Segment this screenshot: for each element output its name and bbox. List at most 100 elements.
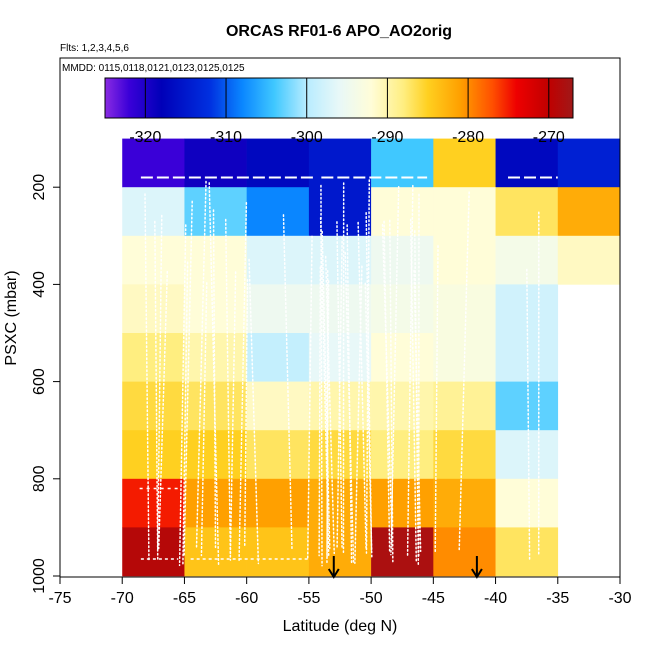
heatmap-cell	[433, 187, 496, 237]
flight-profile	[154, 220, 159, 561]
flight-profile	[178, 224, 187, 567]
x-tick-label: -75	[48, 590, 71, 607]
flight-profile	[381, 223, 394, 550]
heatmap-cell	[122, 430, 185, 480]
heatmap-cell	[371, 333, 434, 382]
heatmap-cell	[246, 138, 310, 188]
heatmap-cell	[495, 430, 559, 480]
heatmap-cell	[371, 187, 434, 237]
heatmap-cell	[246, 381, 310, 431]
y-tick-label: 800	[31, 465, 48, 492]
heatmap-cell	[557, 187, 621, 237]
flight-profile	[321, 230, 331, 550]
heatmap-cell	[308, 235, 372, 285]
flight-profile	[326, 280, 330, 565]
heatmap-cell	[371, 527, 434, 577]
x-tick-label: -60	[235, 590, 258, 607]
heatmap-cell	[371, 284, 434, 334]
x-tick-label: -55	[297, 590, 320, 607]
flight-profile	[526, 268, 531, 563]
heatmap-cell	[308, 138, 372, 188]
flight-profile	[319, 217, 330, 559]
flight-profile	[229, 271, 237, 557]
flight-profile	[200, 282, 208, 557]
heatmap-cell	[184, 187, 247, 237]
flight-profile	[383, 220, 391, 554]
colorbar-tick-label: -270	[533, 129, 565, 146]
heatmap-cell	[246, 527, 310, 577]
heatmap-cell	[495, 527, 559, 577]
flight-profile	[306, 235, 313, 561]
colorbar-tick-label: -300	[291, 129, 323, 146]
colorbar-tick-label: -320	[129, 129, 161, 146]
flight-profile	[346, 224, 353, 565]
flight-profile	[357, 221, 367, 550]
heatmap-cell	[122, 478, 185, 528]
heatmap-cell	[122, 381, 185, 431]
heatmap-cell	[495, 478, 559, 528]
heatmap-cell	[495, 187, 559, 237]
heatmap-cell	[246, 187, 310, 237]
heatmap-cell	[371, 138, 434, 188]
flight-profile	[344, 251, 355, 563]
colorbar-ticks: -320 -310 -300 -290 -280 -270	[129, 78, 565, 146]
heatmap-cell	[495, 235, 559, 285]
heatmap-cell	[246, 430, 310, 480]
flight-profile	[409, 218, 418, 563]
x-tick-label: -50	[360, 590, 383, 607]
flight-profile	[248, 258, 260, 565]
x-tick-label: -70	[111, 590, 134, 607]
heatmap-cell	[122, 333, 185, 382]
flight-profile	[365, 179, 371, 554]
heatmap-cell	[184, 333, 247, 382]
heatmap-cell	[122, 187, 185, 237]
y-axis: 200 400 600 800 1000	[31, 174, 61, 594]
flight-profile	[434, 245, 439, 553]
heatmap-cell	[122, 235, 185, 285]
x-tick-label: -30	[608, 590, 631, 607]
y-tick-label: 1000	[31, 558, 48, 594]
heatmap-cell	[122, 284, 185, 334]
flight-profile	[183, 200, 193, 557]
flight-profile	[224, 218, 232, 561]
heatmap-cell	[308, 527, 372, 577]
colorbar: -320 -310 -300 -290 -280 -270	[104, 77, 574, 146]
y-axis-title: PSXC (mbar)	[3, 270, 20, 365]
heatmap-cell	[246, 235, 310, 285]
flight-profile	[406, 184, 414, 558]
x-tick-label: -40	[484, 590, 507, 607]
flight-profile	[365, 212, 373, 551]
flight-profile	[320, 184, 323, 567]
heatmap-cell	[433, 430, 496, 480]
y-tick-label: 600	[31, 368, 48, 395]
heatmap-cell	[557, 235, 621, 285]
heatmap-cell	[433, 235, 496, 285]
flight-profile	[324, 255, 335, 555]
heatmap-cell	[433, 284, 496, 334]
flight-profile	[208, 182, 220, 566]
x-axis: -75 -70 -65 -60 -55 -50 -45 -40 -35 -30	[48, 576, 632, 607]
flight-profile	[212, 209, 217, 549]
x-axis-title: Latitude (deg N)	[283, 618, 398, 635]
flight-profile	[390, 185, 400, 556]
heatmap-cell	[433, 138, 496, 188]
heatmap-cell	[433, 527, 496, 577]
heatmap-cell	[433, 381, 496, 431]
heatmap-cell	[495, 138, 559, 188]
flights-label: Flts: 1,2,3,4,5,6	[60, 43, 129, 54]
flight-profile	[364, 282, 373, 560]
flight-profile	[318, 266, 322, 557]
heatmap-cell	[308, 478, 372, 528]
y-tick-label: 400	[31, 271, 48, 298]
heatmap-cell	[184, 284, 247, 334]
heatmap-cell	[371, 430, 434, 480]
colorbar-gradient	[104, 77, 574, 119]
flight-profile	[458, 191, 470, 551]
colorbar-tick-label: -290	[371, 129, 403, 146]
heatmap-cell	[371, 381, 434, 431]
chart-title: ORCAS RF01-6 APO_AO2orig	[226, 23, 452, 40]
x-tick-label: -45	[422, 590, 445, 607]
x-tick-label: -35	[546, 590, 569, 607]
flight-tracks	[139, 176, 558, 567]
